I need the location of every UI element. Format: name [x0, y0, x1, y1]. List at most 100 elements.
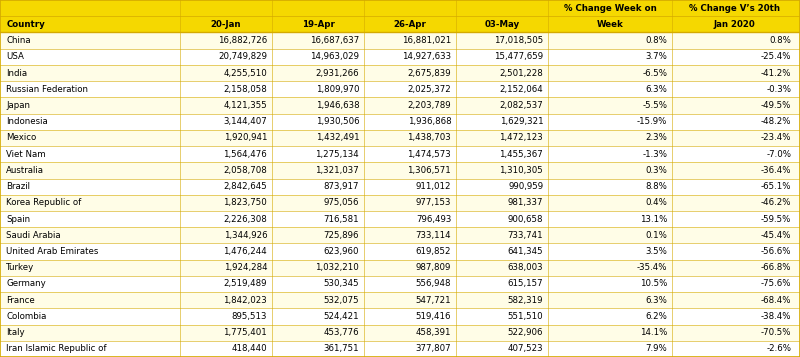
- Bar: [0, 49, 800, 65]
- Bar: [0, 130, 800, 146]
- Text: -7.0%: -7.0%: [766, 150, 791, 159]
- Bar: [0, 227, 800, 243]
- Text: 15,477,659: 15,477,659: [494, 52, 543, 61]
- Text: % Change V’s 20th: % Change V’s 20th: [689, 4, 779, 12]
- Text: 2,025,372: 2,025,372: [407, 85, 451, 94]
- Text: 14,927,633: 14,927,633: [402, 52, 451, 61]
- Bar: [0, 32, 800, 49]
- Text: 10.5%: 10.5%: [640, 280, 667, 288]
- Text: 1,438,703: 1,438,703: [407, 134, 451, 142]
- Text: Turkey: Turkey: [6, 263, 34, 272]
- Text: -56.6%: -56.6%: [761, 247, 791, 256]
- Bar: [0, 65, 800, 81]
- Text: 987,809: 987,809: [416, 263, 451, 272]
- Text: 519,416: 519,416: [416, 312, 451, 321]
- Text: 2,082,537: 2,082,537: [499, 101, 543, 110]
- Text: 530,345: 530,345: [323, 280, 359, 288]
- Text: -49.5%: -49.5%: [761, 101, 791, 110]
- Text: -23.4%: -23.4%: [761, 134, 791, 142]
- Text: 2,842,645: 2,842,645: [223, 182, 267, 191]
- Text: 524,421: 524,421: [323, 312, 359, 321]
- Text: France: France: [6, 296, 35, 305]
- Text: 16,882,726: 16,882,726: [218, 36, 267, 45]
- Text: -41.2%: -41.2%: [761, 69, 791, 77]
- Text: 6.2%: 6.2%: [646, 312, 667, 321]
- Text: 1,629,321: 1,629,321: [499, 117, 543, 126]
- Text: Spain: Spain: [6, 215, 30, 223]
- Bar: [0, 243, 800, 260]
- Text: Japan: Japan: [6, 101, 30, 110]
- Text: 03-May: 03-May: [485, 20, 519, 29]
- Text: 19-Apr: 19-Apr: [302, 20, 334, 29]
- Text: 615,157: 615,157: [507, 280, 543, 288]
- Bar: [0, 0, 800, 32]
- Bar: [0, 292, 800, 308]
- Text: 1,920,941: 1,920,941: [224, 134, 267, 142]
- Text: 14,963,029: 14,963,029: [310, 52, 359, 61]
- Text: -1.3%: -1.3%: [642, 150, 667, 159]
- Text: 1,432,491: 1,432,491: [315, 134, 359, 142]
- Text: 1,321,037: 1,321,037: [315, 166, 359, 175]
- Text: 2,519,489: 2,519,489: [224, 280, 267, 288]
- Text: 16,881,021: 16,881,021: [402, 36, 451, 45]
- Text: 377,807: 377,807: [415, 345, 451, 353]
- Text: 0.4%: 0.4%: [646, 198, 667, 207]
- Text: 17,018,505: 17,018,505: [494, 36, 543, 45]
- Text: 522,906: 522,906: [508, 328, 543, 337]
- Text: 0.3%: 0.3%: [646, 166, 667, 175]
- Text: Mexico: Mexico: [6, 134, 37, 142]
- Text: 407,523: 407,523: [507, 345, 543, 353]
- Text: 1,306,571: 1,306,571: [407, 166, 451, 175]
- Text: Week: Week: [597, 20, 623, 29]
- Text: Saudi Arabia: Saudi Arabia: [6, 231, 61, 240]
- Text: 0.8%: 0.8%: [770, 36, 791, 45]
- Text: Country: Country: [6, 20, 45, 29]
- Bar: [0, 81, 800, 97]
- Text: 361,751: 361,751: [323, 345, 359, 353]
- Text: 1,032,210: 1,032,210: [315, 263, 359, 272]
- Text: India: India: [6, 69, 27, 77]
- Text: -36.4%: -36.4%: [761, 166, 791, 175]
- Text: 733,114: 733,114: [415, 231, 451, 240]
- Text: 20,749,829: 20,749,829: [218, 52, 267, 61]
- Text: 1,344,926: 1,344,926: [223, 231, 267, 240]
- Text: 1,936,868: 1,936,868: [407, 117, 451, 126]
- Text: 7.9%: 7.9%: [646, 345, 667, 353]
- Text: 1,946,638: 1,946,638: [315, 101, 359, 110]
- Bar: [0, 146, 800, 162]
- Text: -59.5%: -59.5%: [761, 215, 791, 223]
- Text: 3,144,407: 3,144,407: [223, 117, 267, 126]
- Bar: [0, 308, 800, 325]
- Text: USA: USA: [6, 52, 24, 61]
- Text: 619,852: 619,852: [416, 247, 451, 256]
- Text: Viet Nam: Viet Nam: [6, 150, 46, 159]
- Text: 2,152,064: 2,152,064: [499, 85, 543, 94]
- Bar: [0, 178, 800, 195]
- Text: 458,391: 458,391: [416, 328, 451, 337]
- Text: Australia: Australia: [6, 166, 45, 175]
- Text: 895,513: 895,513: [232, 312, 267, 321]
- Text: Korea Republic of: Korea Republic of: [6, 198, 82, 207]
- Text: 3.7%: 3.7%: [646, 52, 667, 61]
- Text: -75.6%: -75.6%: [761, 280, 791, 288]
- Text: China: China: [6, 36, 31, 45]
- Bar: [0, 162, 800, 178]
- Text: 911,012: 911,012: [416, 182, 451, 191]
- Text: 1,775,401: 1,775,401: [223, 328, 267, 337]
- Text: -65.1%: -65.1%: [761, 182, 791, 191]
- Bar: [0, 97, 800, 114]
- Text: 4,255,510: 4,255,510: [223, 69, 267, 77]
- Text: 1,310,305: 1,310,305: [499, 166, 543, 175]
- Text: 2,226,308: 2,226,308: [223, 215, 267, 223]
- Text: Indonesia: Indonesia: [6, 117, 48, 126]
- Text: 8.8%: 8.8%: [646, 182, 667, 191]
- Text: 2,675,839: 2,675,839: [407, 69, 451, 77]
- Text: -15.9%: -15.9%: [637, 117, 667, 126]
- Text: -2.6%: -2.6%: [766, 345, 791, 353]
- Text: 638,003: 638,003: [507, 263, 543, 272]
- Text: 3.5%: 3.5%: [646, 247, 667, 256]
- Text: 453,776: 453,776: [323, 328, 359, 337]
- Text: 556,948: 556,948: [416, 280, 451, 288]
- Text: 1,842,023: 1,842,023: [223, 296, 267, 305]
- Text: -68.4%: -68.4%: [761, 296, 791, 305]
